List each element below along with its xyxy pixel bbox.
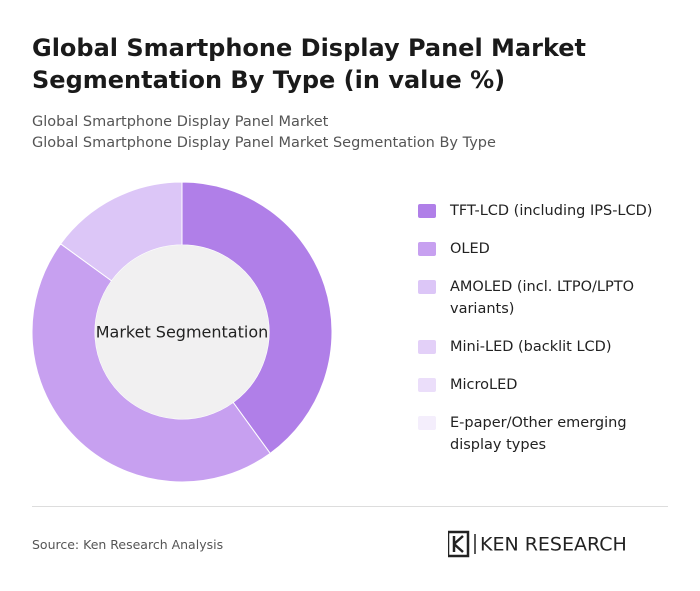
- legend-label: E-paper/Other emerging display types: [450, 415, 627, 453]
- legend-item: AMOLED (incl. LTPO/LPTO variants): [418, 276, 678, 320]
- logo-text: KEN RESEARCH: [480, 534, 627, 556]
- logo-icon: [448, 530, 470, 558]
- legend-swatch: [418, 280, 436, 294]
- legend-item: TFT-LCD (including IPS-LCD): [418, 200, 678, 222]
- legend-item: Mini-LED (backlit LCD): [418, 336, 678, 358]
- legend-label: TFT-LCD (including IPS-LCD): [450, 203, 653, 219]
- legend-swatch: [418, 204, 436, 218]
- legend-item: MicroLED: [418, 374, 678, 396]
- legend-swatch: [418, 416, 436, 430]
- donut-chart: Market Segmentation: [31, 181, 333, 483]
- legend: TFT-LCD (including IPS-LCD) OLED AMOLED (i…: [418, 200, 678, 472]
- logo-icon: [452, 535, 464, 553]
- legend-swatch: [418, 242, 436, 256]
- title: Global Smartphone Display Panel Market S…: [32, 34, 587, 94]
- legend-swatch: [418, 378, 436, 392]
- divider: [32, 506, 668, 507]
- legend-label: MicroLED: [450, 377, 518, 393]
- legend-label: AMOLED (incl. LTPO/LPTO variants): [450, 279, 635, 317]
- logo: KEN RESEARCH: [448, 530, 627, 558]
- legend-label: Mini-LED (backlit LCD): [450, 339, 612, 355]
- legend-item: OLED: [418, 238, 678, 260]
- subtitle: Global Smartphone Display Panel Market S…: [32, 135, 496, 151]
- center-label: Market Segmentation: [96, 323, 269, 342]
- legend-swatch: [418, 340, 436, 354]
- legend-label: OLED: [450, 241, 490, 257]
- donut-hole: [95, 245, 269, 419]
- legend-item: E-paper/Other emerging display types: [418, 412, 678, 456]
- subtitle: Global Smartphone Display Panel Market: [32, 114, 329, 130]
- source: Source: Ken Research Analysis: [32, 537, 224, 552]
